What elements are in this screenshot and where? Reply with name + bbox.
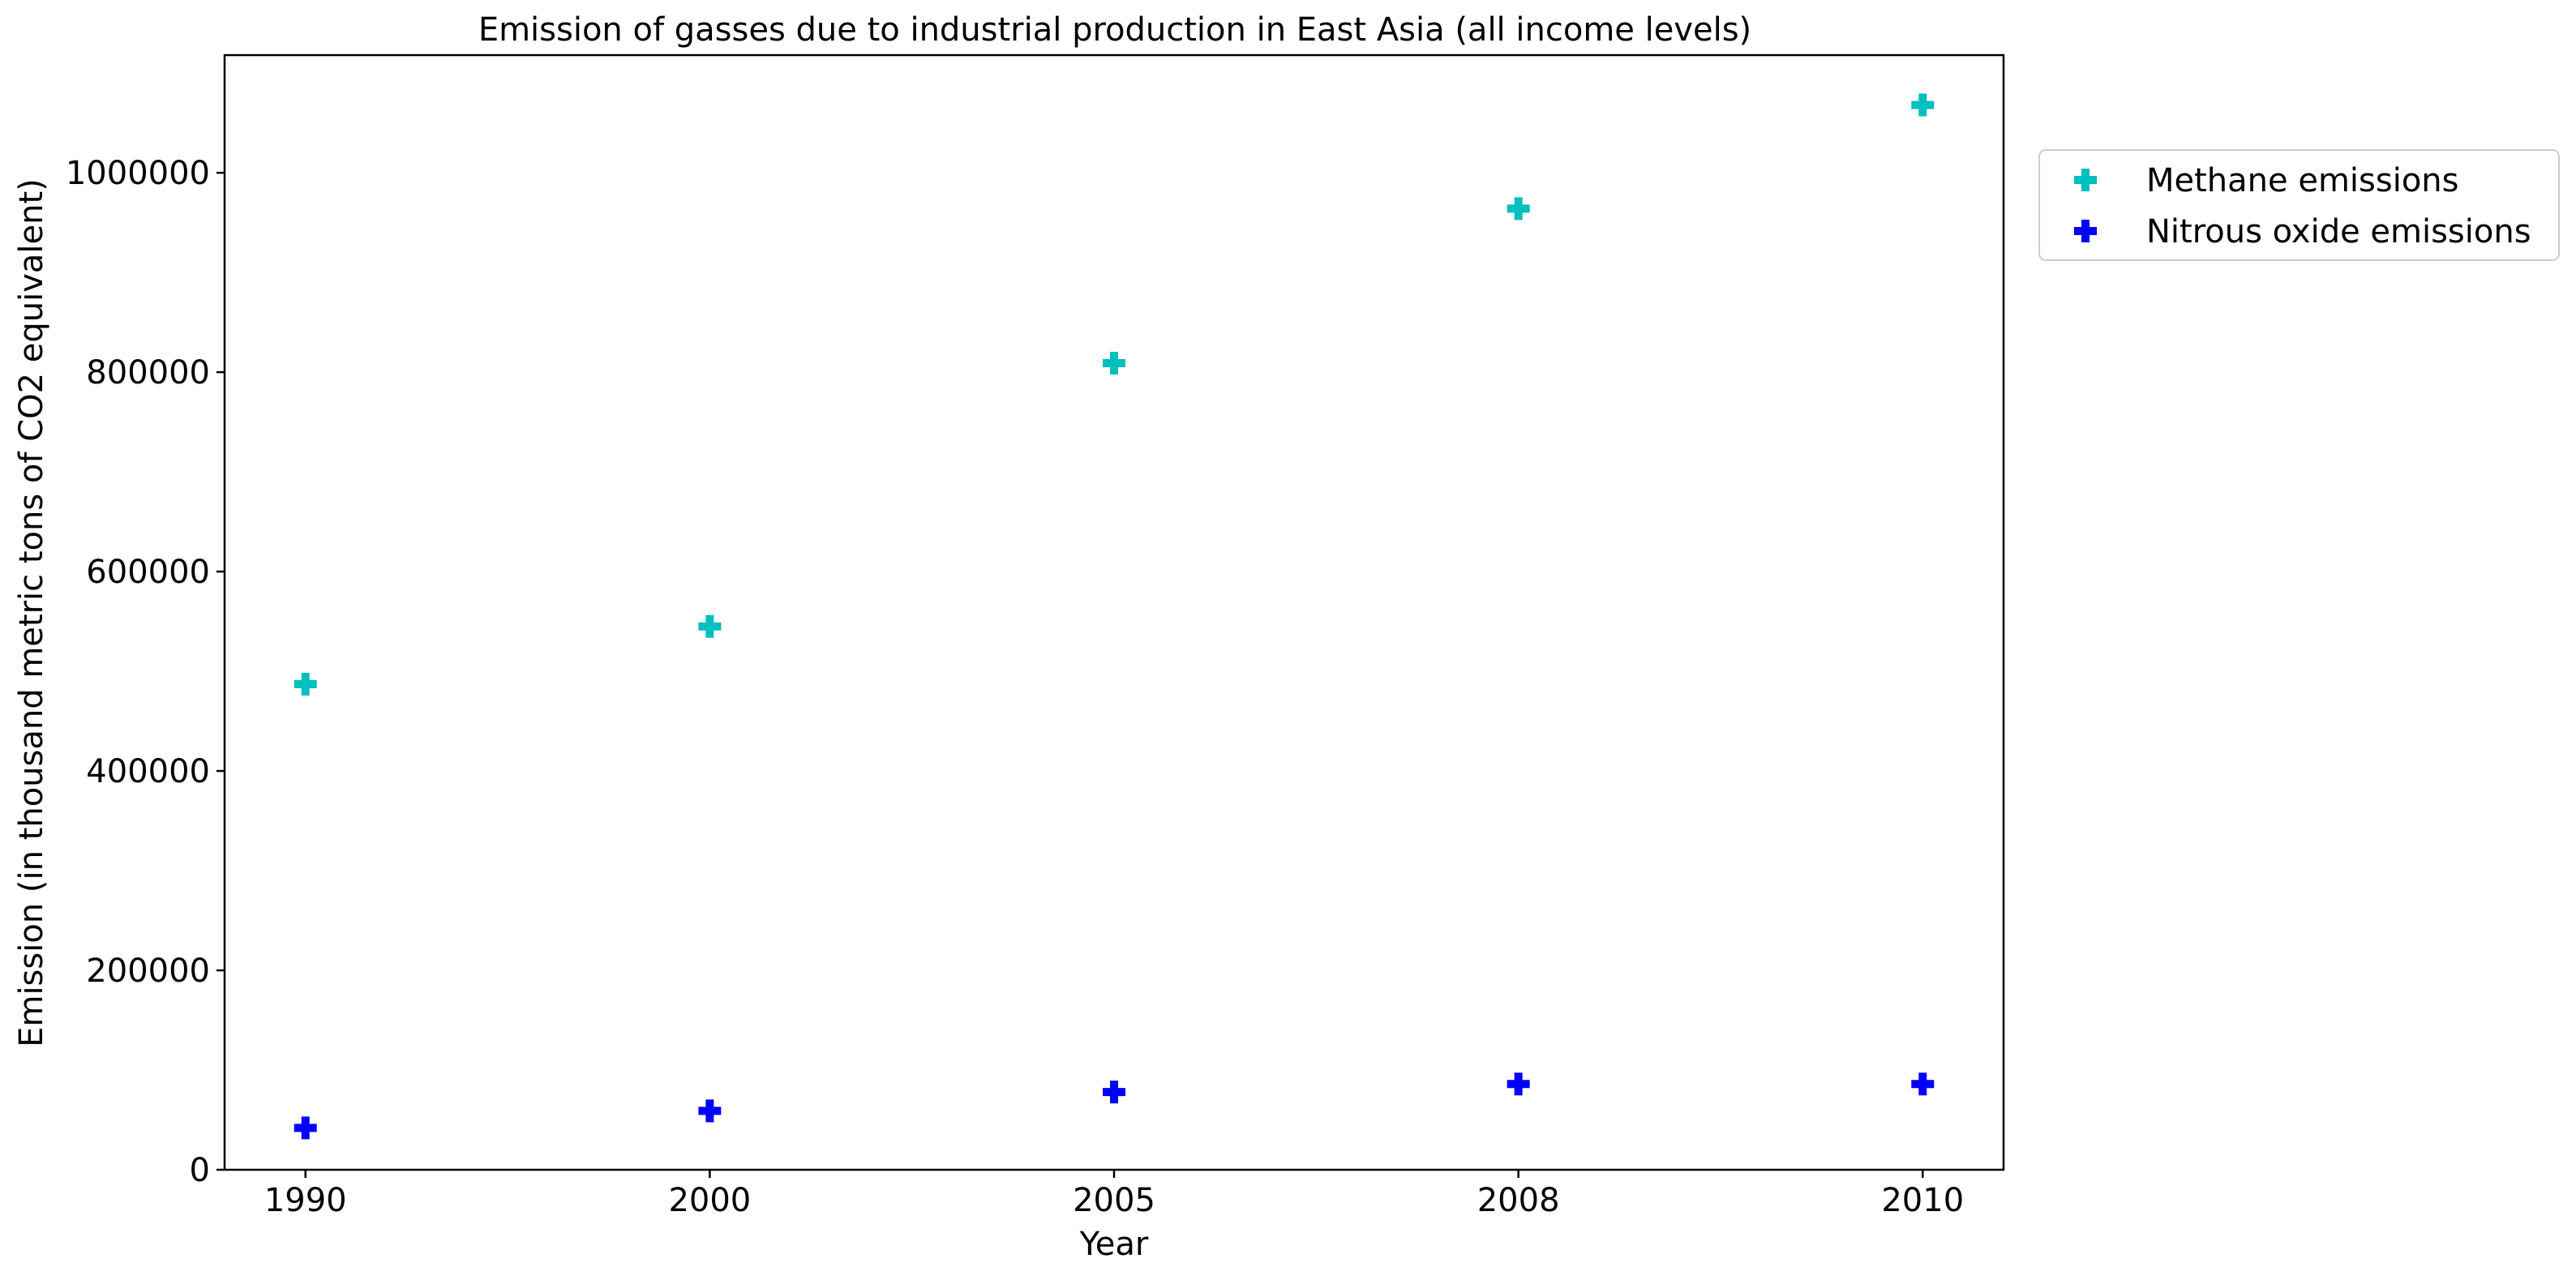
x-tick-label: 2000 xyxy=(668,1182,751,1219)
x-axis-label: Year xyxy=(1079,1226,1149,1263)
legend: Methane emissions Nitrous oxide emissions xyxy=(2038,149,2560,261)
data-point xyxy=(698,614,722,638)
y-tick-label: 400000 xyxy=(86,753,210,790)
legend-label: Nitrous oxide emissions xyxy=(2146,213,2531,250)
data-point xyxy=(1911,1072,1935,1096)
x-tick-label: 2008 xyxy=(1477,1182,1560,1219)
data-point xyxy=(294,673,317,696)
data-point xyxy=(1507,1072,1530,1096)
legend-box xyxy=(2038,149,2560,261)
y-tick-label: 600000 xyxy=(86,554,210,591)
data-point xyxy=(1103,352,1125,375)
y-tick-label: 0 xyxy=(190,1152,210,1189)
data-point xyxy=(1911,93,1935,117)
data-point xyxy=(698,1099,722,1123)
data-point xyxy=(294,1116,317,1140)
legend-marker xyxy=(2074,169,2097,191)
plot-area xyxy=(223,54,2005,1171)
legend-marker xyxy=(2074,220,2097,242)
x-tick-label: 1990 xyxy=(264,1182,347,1219)
y-tick-label: 800000 xyxy=(86,354,210,392)
y-tick-label: 200000 xyxy=(86,953,210,990)
x-tick-label: 2005 xyxy=(1073,1182,1155,1219)
y-tick-label: 1000000 xyxy=(66,155,210,192)
y-axis-label: Emission (in thousand metric tons of CO2… xyxy=(13,178,50,1047)
x-tick-label: 2010 xyxy=(1881,1182,1964,1219)
legend-label: Methane emissions xyxy=(2146,162,2459,199)
data-point xyxy=(1103,1081,1125,1104)
chart-title: Emission of gasses due to industrial pro… xyxy=(478,11,1751,49)
data-point xyxy=(1507,197,1530,220)
x-axis: 1990 2000 2005 2008 2010 xyxy=(264,1170,1964,1219)
y-axis: 0 200000 400000 600000 800000 1000000 xyxy=(66,155,225,1189)
data-points xyxy=(294,93,1935,1140)
